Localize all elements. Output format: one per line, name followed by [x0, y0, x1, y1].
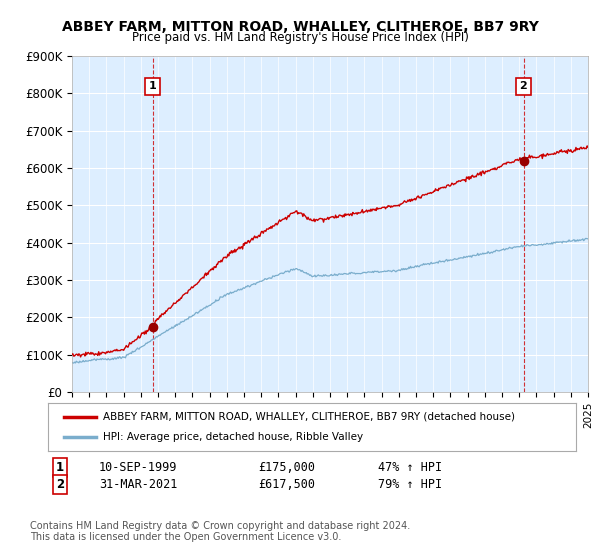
Text: 47% ↑ HPI: 47% ↑ HPI [378, 461, 442, 474]
Text: 10-SEP-1999: 10-SEP-1999 [99, 461, 178, 474]
Text: 79% ↑ HPI: 79% ↑ HPI [378, 478, 442, 491]
Text: 1: 1 [149, 81, 157, 91]
Text: 1: 1 [56, 461, 64, 474]
Text: 31-MAR-2021: 31-MAR-2021 [99, 478, 178, 491]
Text: HPI: Average price, detached house, Ribble Valley: HPI: Average price, detached house, Ribb… [103, 432, 364, 442]
Text: £175,000: £175,000 [258, 461, 315, 474]
Text: 2: 2 [520, 81, 527, 91]
Text: ABBEY FARM, MITTON ROAD, WHALLEY, CLITHEROE, BB7 9RY (detached house): ABBEY FARM, MITTON ROAD, WHALLEY, CLITHE… [103, 412, 515, 422]
Text: ABBEY FARM, MITTON ROAD, WHALLEY, CLITHEROE, BB7 9RY: ABBEY FARM, MITTON ROAD, WHALLEY, CLITHE… [62, 20, 538, 34]
Text: 2: 2 [56, 478, 64, 491]
Text: Contains HM Land Registry data © Crown copyright and database right 2024.
This d: Contains HM Land Registry data © Crown c… [30, 521, 410, 543]
Text: Price paid vs. HM Land Registry's House Price Index (HPI): Price paid vs. HM Land Registry's House … [131, 31, 469, 44]
Text: £617,500: £617,500 [258, 478, 315, 491]
